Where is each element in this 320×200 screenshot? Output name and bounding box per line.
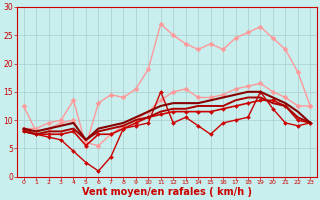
X-axis label: Vent moyen/en rafales ( km/h ): Vent moyen/en rafales ( km/h ) [82,187,252,197]
